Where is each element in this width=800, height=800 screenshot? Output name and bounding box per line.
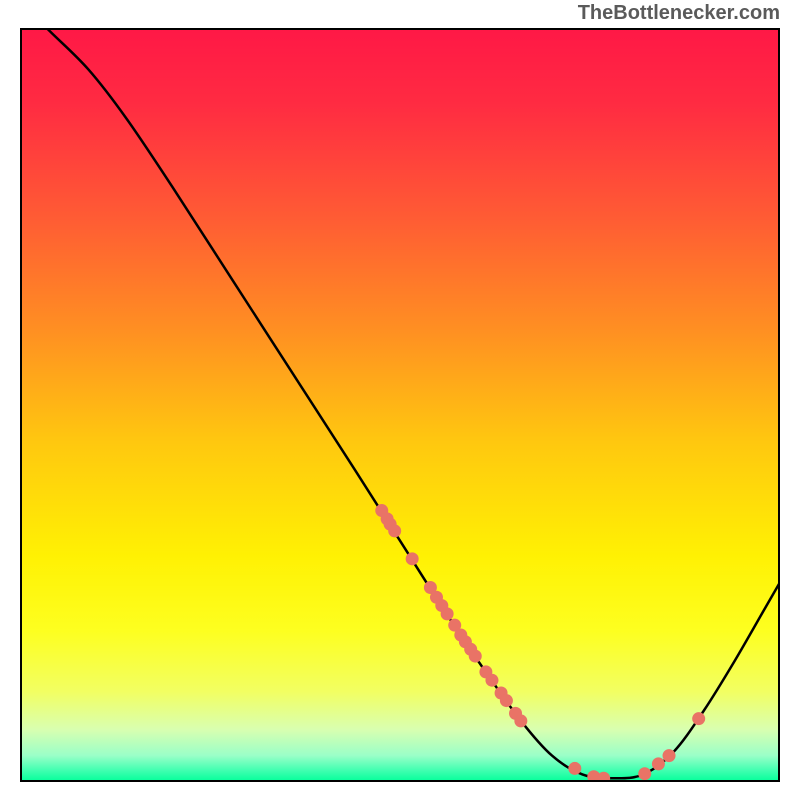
gradient-background (20, 28, 780, 782)
chart-container: TheBottlenecker.com (0, 0, 800, 800)
attribution-text: TheBottlenecker.com (578, 2, 780, 25)
plot-area (20, 28, 780, 782)
